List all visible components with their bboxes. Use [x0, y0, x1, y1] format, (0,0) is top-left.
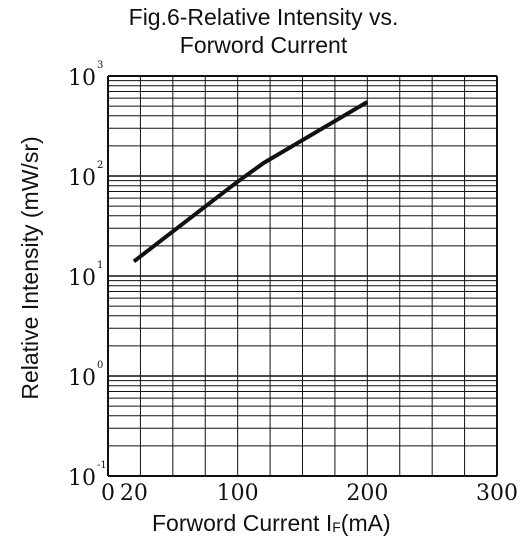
y-tick-exponent: 2	[97, 160, 103, 171]
y-tick-exponent: 3	[97, 60, 103, 71]
x-tick-label: 20	[120, 481, 148, 506]
x-tick-label: 300	[476, 481, 518, 506]
x-axis-label-unit: (mA)	[340, 510, 391, 536]
series-line	[132, 100, 369, 263]
series-layer	[132, 100, 369, 263]
chart-subtitle: Forword Current	[179, 32, 348, 58]
y-tick-exponent: 0	[97, 360, 103, 371]
grid	[107, 75, 498, 477]
x-tick-label: 200	[346, 481, 388, 506]
y-tick-exponent: 1	[97, 260, 103, 271]
y-tick-label: 10	[68, 466, 96, 491]
x-axis-label: Forword Current IF(mA)	[152, 510, 391, 540]
y-tick-exponent: -1	[97, 460, 107, 471]
x-tick-label: 0	[101, 481, 115, 506]
x-tick-label: 100	[217, 481, 259, 506]
y-axis-label: Relative Intensity (mW/sr)	[17, 136, 43, 400]
x-axis-label-text: Forword Current I	[152, 510, 333, 536]
y-tick-label: 10	[68, 66, 96, 91]
y-tick-label: 10	[68, 366, 96, 391]
y-tick-label: 10	[68, 266, 96, 291]
chart-title: Fig.6-Relative Intensity vs.	[128, 4, 399, 30]
x-axis-label-subscript: F	[332, 519, 341, 535]
y-tick-label: 10	[68, 166, 96, 191]
